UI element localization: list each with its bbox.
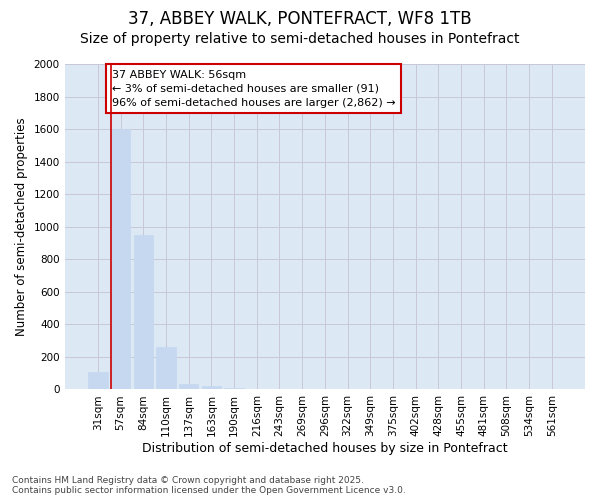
- Text: Contains HM Land Registry data © Crown copyright and database right 2025.
Contai: Contains HM Land Registry data © Crown c…: [12, 476, 406, 495]
- Bar: [179, 384, 199, 390]
- X-axis label: Distribution of semi-detached houses by size in Pontefract: Distribution of semi-detached houses by …: [142, 442, 508, 455]
- Text: 37, ABBEY WALK, PONTEFRACT, WF8 1TB: 37, ABBEY WALK, PONTEFRACT, WF8 1TB: [128, 10, 472, 28]
- Bar: [157, 347, 176, 390]
- Text: Size of property relative to semi-detached houses in Pontefract: Size of property relative to semi-detach…: [80, 32, 520, 46]
- Bar: [134, 235, 153, 390]
- Y-axis label: Number of semi-detached properties: Number of semi-detached properties: [15, 118, 28, 336]
- Bar: [224, 388, 244, 390]
- Text: 37 ABBEY WALK: 56sqm
← 3% of semi-detached houses are smaller (91)
96% of semi-d: 37 ABBEY WALK: 56sqm ← 3% of semi-detach…: [112, 70, 395, 108]
- Bar: [111, 129, 130, 390]
- Bar: [202, 386, 221, 390]
- Bar: [88, 372, 107, 390]
